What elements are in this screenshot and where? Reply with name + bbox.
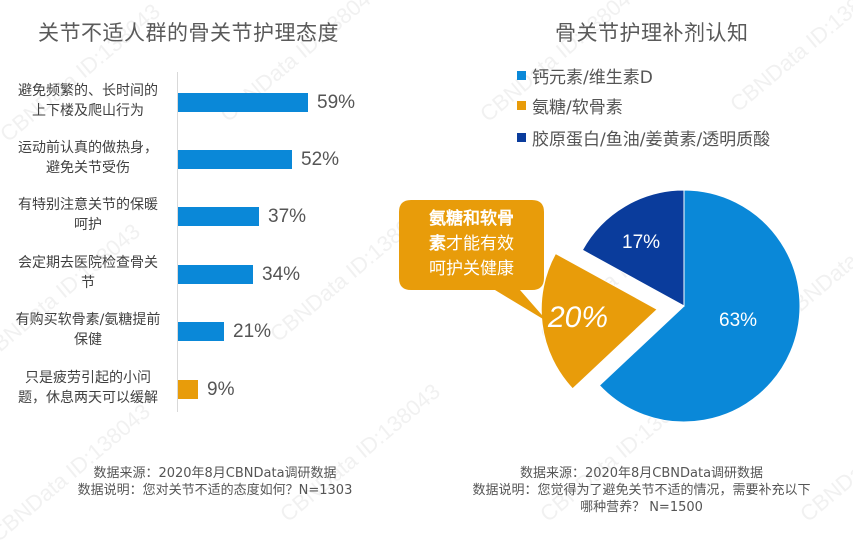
legend-item-collagen: 胶原蛋白/鱼油/姜黄素/透明质酸 xyxy=(517,124,770,150)
bar-value-label: 34% xyxy=(262,264,301,285)
bar-category-label-line: 避免频繁的、长时间的 xyxy=(18,83,158,99)
bar-category-label: 运动前认真的做热身， 避免关节受伤 xyxy=(3,138,173,178)
bar xyxy=(178,93,308,112)
legend-swatch-blue xyxy=(517,70,526,80)
pie-slice-collagen xyxy=(581,189,685,307)
left-source-note: 数据来源：2020年8月CBNData调研数据 xyxy=(93,466,337,481)
bar-value-label: 9% xyxy=(207,379,235,400)
bar-category-label-line: 呵护 xyxy=(74,217,102,233)
pie-chart xyxy=(399,189,801,423)
bar-category-label: 有购买软骨素/氨糖提前 保健 xyxy=(3,310,173,350)
right-source-note: 数据来源：2020年8月CBNData调研数据 xyxy=(519,466,764,481)
bar-category-label-line: 只是疲劳引起的小问 xyxy=(25,370,151,386)
legend-item-glucosamine: 氨糖/软骨素 xyxy=(517,92,770,118)
bar xyxy=(178,322,224,341)
bar-value-label: 52% xyxy=(301,149,340,170)
bar-category-label: 只是疲劳引起的小问 题，休息两天可以缓解 xyxy=(3,368,173,408)
callout-line1: 氨糖和软骨 xyxy=(429,209,514,229)
callout-line2-bold: 素 xyxy=(429,234,446,254)
legend-item-calcium: 钙元素/维生素D xyxy=(517,62,770,88)
bar xyxy=(178,150,292,169)
bar-value-label: 37% xyxy=(268,206,307,227)
legend-swatch-gold xyxy=(517,100,526,110)
bar-category-label: 会定期去医院检查骨关节 xyxy=(3,253,173,293)
legend-label: 钙元素/维生素D xyxy=(532,67,653,88)
bar-category-label-line: 保健 xyxy=(74,332,102,348)
right-chart-title: 骨关节护理补剂认知 xyxy=(555,21,749,45)
right-description-note-1: 数据说明：您觉得为了避免关节不适的情况，需要补充以下 xyxy=(472,483,811,498)
legend-label: 氨糖/软骨素 xyxy=(532,97,623,118)
pie-label-blue: 63% xyxy=(719,310,758,331)
bar-category-label: 有特别注意关节的保暖 呵护 xyxy=(3,195,173,235)
pie-legend: 钙元素/维生素D 氨糖/软骨素 胶原蛋白/鱼油/姜黄素/透明质酸 xyxy=(517,62,770,150)
bar-category-label-line: 有购买软骨素/氨糖提前 xyxy=(15,312,161,328)
left-description-note: 数据说明：您对关节不适的态度如何？N=1303 xyxy=(77,483,353,498)
callout-line3: 呵护关健康 xyxy=(429,259,514,279)
bar-category-label-line: 题，休息两天可以缓解 xyxy=(18,390,158,406)
left-chart-title: 关节不适人群的骨关节护理态度 xyxy=(38,21,339,45)
pie-slice-calcium xyxy=(598,189,801,423)
bar-value-label: 21% xyxy=(233,321,272,342)
legend-swatch-navy xyxy=(517,132,526,142)
bar-category-label-line: 节 xyxy=(81,275,95,291)
bar-category-label-line: 会定期去医院检查骨关 xyxy=(18,255,158,271)
pie-label-navy: 17% xyxy=(622,232,661,253)
bar xyxy=(178,265,253,284)
callout-line2: 才能有效 xyxy=(446,234,514,254)
pie-label-gold: 20% xyxy=(548,301,609,334)
bar-category-label-line: 上下楼及爬山行为 xyxy=(32,103,144,119)
bar-category-label-line: 有特别注意关节的保暖 xyxy=(18,197,158,213)
bar-value-label: 59% xyxy=(317,92,356,113)
bar xyxy=(178,380,198,399)
bar-category-label: 避免频繁的、长时间的 上下楼及爬山行为 xyxy=(3,81,173,121)
bar-category-label-line: 避免关节受伤 xyxy=(46,160,130,176)
callout-bubble xyxy=(399,200,548,322)
callout-text: 氨糖和软骨 素才能有效 呵护关健康 xyxy=(399,207,544,282)
pie-slice-glucosamine xyxy=(540,252,659,390)
legend-label: 胶原蛋白/鱼油/姜黄素/透明质酸 xyxy=(532,129,771,150)
right-description-note-2: 哪种营养？ N=1500 xyxy=(580,500,703,515)
bar-category-label-line: 运动前认真的做热身， xyxy=(18,140,158,156)
bar xyxy=(178,207,259,226)
bar-chart-axis xyxy=(177,72,178,412)
